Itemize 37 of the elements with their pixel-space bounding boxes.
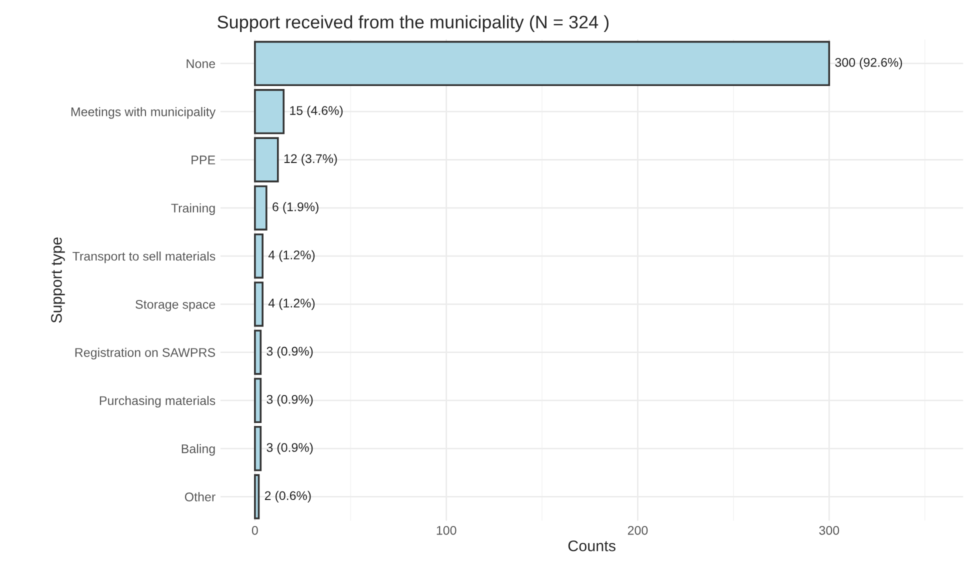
- chart-title: Support received from the municipality (N = 324 ): [218, 15, 609, 32]
- y-tick-label: Baling: [182, 444, 215, 456]
- bar: [254, 330, 262, 375]
- x-tick-label: 100: [436, 526, 456, 535]
- y-tick-label: Registration on SAWPRS: [75, 348, 216, 360]
- bar: [254, 185, 268, 230]
- y-tick-label: Other: [184, 492, 216, 502]
- data-label: 12 (3.7%): [284, 154, 337, 166]
- data-label: 3 (0.9%): [266, 346, 313, 358]
- y-tick-label: None: [186, 59, 216, 68]
- bar: [254, 474, 260, 520]
- bar: [254, 426, 262, 472]
- x-tick-label: 300: [819, 526, 840, 535]
- y-axis-title: Support type: [51, 237, 65, 323]
- bar: [254, 378, 262, 423]
- y-tick-label: Meetings with municipality: [71, 107, 216, 119]
- y-tick-label: Storage space: [136, 300, 216, 312]
- bar: [254, 233, 264, 279]
- y-tick-label: PPE: [192, 156, 216, 164]
- bar: [254, 89, 285, 134]
- y-tick-label: Training: [171, 203, 215, 216]
- bar: [254, 282, 264, 327]
- data-label: 6 (1.9%): [272, 202, 318, 214]
- data-label: 15 (4.6%): [290, 106, 343, 118]
- bar: [254, 137, 279, 182]
- x-tick-label: 0: [252, 526, 258, 535]
- y-tick-label: Transport to sell materials: [72, 251, 216, 264]
- x-tick-label: 200: [628, 526, 648, 535]
- data-label: 4 (1.2%): [268, 250, 315, 262]
- data-label: 300 (92.6%): [835, 58, 902, 70]
- data-label: 3 (0.9%): [266, 442, 313, 454]
- bar: [254, 40, 830, 86]
- data-label: 4 (1.2%): [268, 298, 315, 310]
- data-label: 3 (0.9%): [266, 394, 313, 406]
- x-axis-title: Counts: [568, 540, 616, 552]
- data-label: 2 (0.6%): [264, 490, 311, 503]
- y-tick-label: Purchasing materials: [100, 396, 216, 408]
